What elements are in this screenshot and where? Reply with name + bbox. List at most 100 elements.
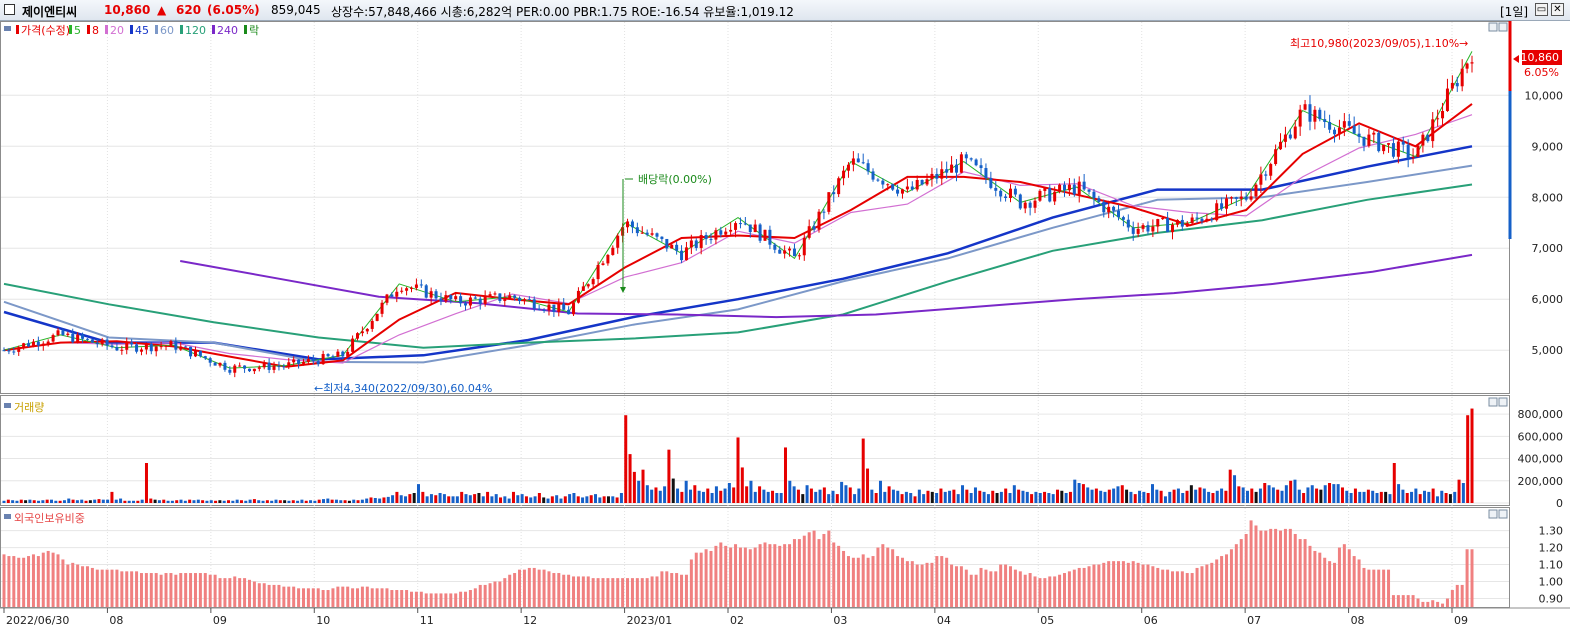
candle-body [837,178,841,195]
foreign-bar [297,588,301,607]
foreign-bar [1038,578,1042,607]
volume-bar [1073,479,1077,503]
foreign-bar [527,567,531,607]
candle-body [1298,109,1302,127]
volume-bar [581,497,585,503]
foreign-bar [842,550,846,607]
x-tick-label: 2022/06/30 [6,614,69,627]
candle-body [994,187,998,191]
foreign-bar [694,552,698,607]
volume-bar [244,500,248,503]
foreign-bar [1166,569,1170,607]
foreign-bar [130,571,134,607]
volume-bar [339,500,343,503]
volume-bar [788,480,792,503]
candle-body [375,313,379,321]
volume-bar [11,500,15,503]
volume-bar [110,491,114,503]
legend-item: 240 [217,24,238,37]
low-annotation: ←최저4,340(2022/09/30),60.04% [314,382,492,395]
candle-body [464,303,468,306]
volume-bar [490,496,494,503]
foreign-bar [1318,552,1322,607]
volume-bar [1064,493,1068,503]
foreign-bar [572,576,576,607]
candle-body [164,345,168,347]
candle-body [905,186,909,190]
volume-bar [1189,485,1193,503]
close-icon[interactable]: ✕ [1551,3,1564,16]
volume-bar [41,500,45,503]
foreign-bar [1342,544,1346,607]
foreign-bar [896,556,900,607]
candle-body [606,254,610,264]
candle-body [390,294,394,297]
candle-body [1450,82,1454,89]
volume-bar [75,500,79,503]
foreign-bar [1455,584,1459,607]
foreign-bar [891,549,895,607]
volume-bar [598,497,602,503]
volume-bar [317,499,321,503]
volume-bar [1418,494,1422,503]
candle-body [1225,198,1229,209]
volume-bar [382,497,386,503]
foreign-bar [645,578,649,607]
candle-body [1372,132,1376,135]
candle-body [7,350,11,352]
candle-body [174,341,178,350]
candle-body [341,351,345,357]
foreign-bar [213,574,217,607]
foreign-bar [184,573,188,607]
candle-body [1033,200,1037,208]
foreign-bar [1362,567,1366,607]
volume-bar [878,480,882,503]
volume-bar [1237,486,1241,503]
x-tick-label: 02 [730,614,744,627]
volume-bar [1138,490,1142,503]
x-tick-label: 07 [1247,614,1261,627]
candle-body [738,223,742,225]
volume-bar [1172,489,1176,503]
volume-bar [740,467,744,503]
volume-bar [1375,493,1379,503]
panel-buttons[interactable] [1488,22,1508,519]
volume-bar [1280,490,1284,503]
candle-body [537,308,541,310]
volume-bar [1293,479,1297,503]
select-checkbox[interactable] [4,4,15,15]
foreign-bar [1293,533,1297,607]
foreign-bar [22,557,26,607]
foreign-bar [233,576,237,607]
foreign-bar [945,557,949,607]
volume-bar [6,499,10,503]
foreign-bar [7,556,11,607]
foreign-bar [1445,598,1449,607]
foreign-bar [714,545,718,607]
candle-body [768,229,772,245]
volume-bar [766,491,770,503]
candle-body [871,171,875,180]
candle-body [1401,141,1405,145]
period-selector[interactable]: [1일] [1500,5,1529,19]
foreign-bar [1382,569,1386,607]
restore-icon[interactable]: ▭ [1535,3,1548,16]
candle-body [321,354,325,365]
volume-bar [1461,483,1465,503]
volume-bar [322,499,326,503]
foreign-bar [974,574,978,607]
foreign-bar [1254,525,1258,607]
candle-body [1146,225,1150,232]
candle-body [1416,145,1420,157]
foreign-bar [95,569,99,607]
volume-bar [106,499,110,503]
candle-body [581,286,585,291]
volume-bar [1176,488,1180,503]
foreign-bar [1328,561,1332,607]
foreign-bar [459,591,463,607]
volume-bar [1181,493,1185,503]
volume-bar [745,486,749,503]
volume-bar [477,493,481,503]
candle-body [1028,202,1032,208]
candle-body [17,347,21,352]
